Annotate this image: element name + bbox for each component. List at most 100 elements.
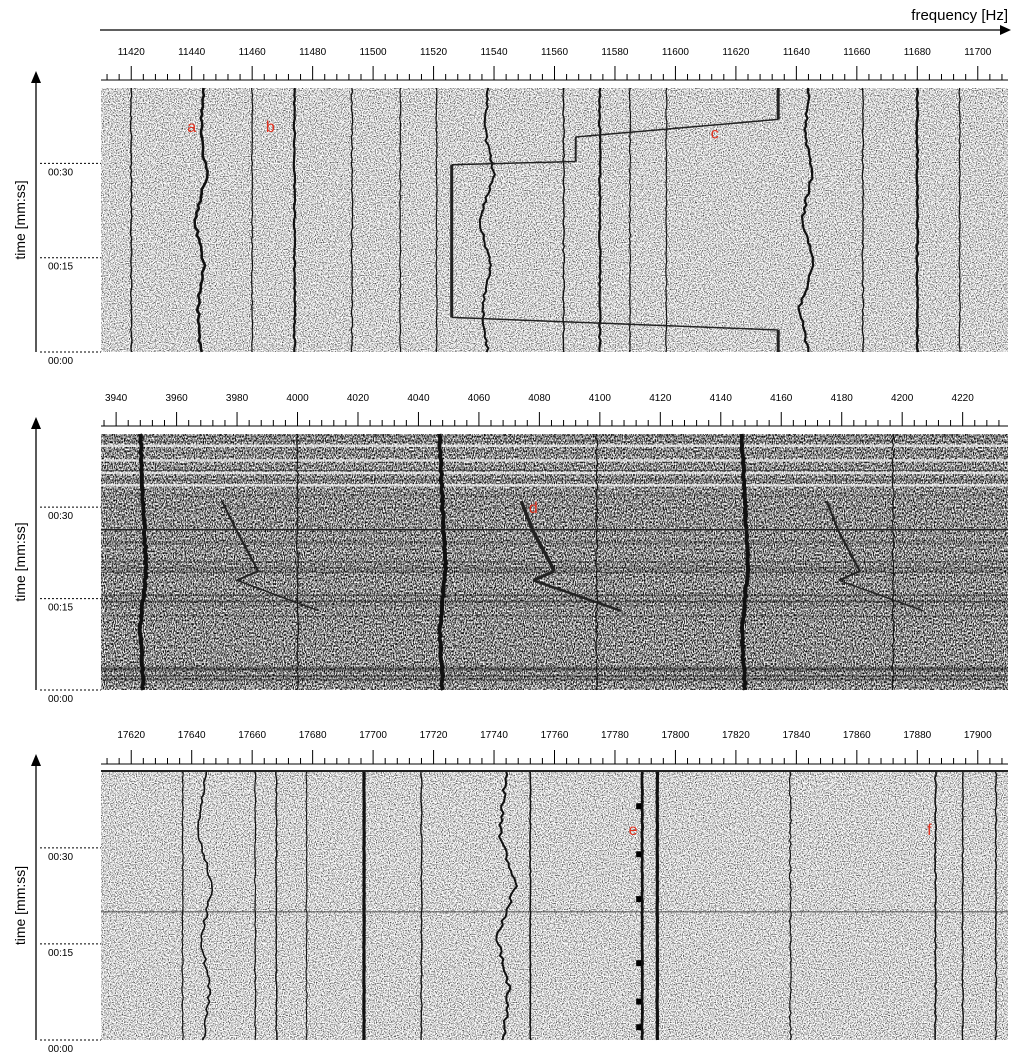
signal-path: [532, 569, 556, 582]
time-axis-label: time [mm:ss]: [12, 522, 28, 601]
signal-trace: [797, 87, 815, 353]
frequency-tick-label: 11640: [783, 47, 811, 58]
frequency-tick-label: 17880: [903, 730, 931, 741]
time-axis-arrow-icon: [31, 417, 41, 429]
signal-path: [220, 500, 260, 572]
panel-noise-texture: [101, 771, 1008, 1040]
frequency-tick-label: 17680: [299, 730, 327, 741]
frequency-tick-label: 11540: [480, 47, 508, 58]
frequency-tick-label: 11500: [360, 47, 388, 58]
signal-trace: [640, 770, 644, 1041]
frequency-tick-label: 17620: [117, 730, 145, 741]
frequency-tick-label: 11660: [843, 47, 871, 58]
signal-trace: [254, 770, 257, 1041]
frequency-tick-label: 17900: [964, 730, 992, 741]
signal-step: [636, 960, 642, 967]
signal-trace: [933, 770, 938, 1041]
frequency-axis-label: frequency [Hz]: [911, 7, 1008, 24]
frequency-axis-arrow-icon: [1000, 25, 1011, 35]
frequency-tick-label: 17740: [480, 730, 508, 741]
frequency-tick-label: 11420: [118, 47, 146, 58]
time-tick-label: 00:15: [48, 948, 73, 959]
frequency-tick-label: 11620: [722, 47, 750, 58]
time-axis-arrow-icon: [31, 71, 41, 83]
frequency-tick-label: 3940: [105, 393, 128, 404]
signal-trace: [137, 433, 149, 691]
frequency-tick-label: 4080: [528, 393, 551, 404]
frequency-tick-label: 17800: [662, 730, 690, 741]
signal-path: [451, 316, 779, 331]
frequency-tick-label: 17660: [238, 730, 266, 741]
signal-path: [451, 160, 576, 166]
annotation-label-b: b: [266, 119, 275, 136]
annotation-label-c: c: [711, 125, 719, 142]
signal-trace: [437, 433, 448, 691]
signal-trace: [193, 87, 209, 353]
frequency-tick-label: 4200: [891, 393, 914, 404]
annotation-label-a: a: [187, 119, 196, 136]
signal-trace: [994, 770, 998, 1041]
frequency-tick-label: 17840: [782, 730, 810, 741]
signal-trace: [861, 87, 865, 353]
frequency-tick-label: 17640: [178, 730, 206, 741]
spectrogram-panel-3: 17620 17640 17660 17680 17700 17720 17740 17760…: [12, 730, 1008, 1055]
time-tick-label: 00:00: [48, 694, 73, 705]
signal-trace: [305, 770, 308, 1041]
frequency-tick-label: 11700: [964, 47, 992, 58]
signal-trace: [529, 770, 532, 1041]
signal-path: [838, 579, 924, 612]
frequency-tick-label: 4140: [710, 393, 733, 404]
signal-trace: [295, 433, 300, 691]
frequency-tick-label: 11580: [601, 47, 629, 58]
signal-trace: [181, 770, 184, 1041]
time-axis-label: time [mm:ss]: [12, 866, 28, 945]
frequency-tick-label: 11520: [420, 47, 448, 58]
annotation-label-d: d: [529, 500, 538, 517]
signal-trace: [292, 88, 297, 352]
signal-trace: [399, 87, 402, 353]
spectrogram-panel-2: 3940 3960 3980 4000 4020 4040 4060 4080 4100 4120…: [12, 393, 1008, 705]
signal-trace: [597, 87, 602, 353]
signal-trace: [129, 87, 133, 353]
signal-trace: [420, 770, 423, 1041]
panel-noise-texture: [101, 88, 1008, 352]
signal-path: [825, 500, 861, 572]
frequency-tick-label: 4120: [649, 393, 672, 404]
signal-trace: [665, 87, 668, 353]
signal-step: [636, 1024, 642, 1031]
frequency-tick-label: 4040: [407, 393, 430, 404]
signal-trace: [478, 87, 496, 353]
time-tick-label: 00:30: [48, 511, 73, 522]
signal-trace: [595, 433, 599, 691]
annotation-label-e: e: [629, 822, 638, 839]
signal-trace: [197, 771, 214, 1041]
time-tick-label: 00:00: [48, 356, 73, 367]
signal-trace: [915, 87, 920, 353]
frequency-tick-label: 4020: [347, 393, 370, 404]
frequency-tick-label: 4160: [770, 393, 793, 404]
signal-step: [636, 803, 642, 810]
signal-path: [236, 579, 319, 612]
frequency-tick-label: 17860: [843, 730, 871, 741]
signal-trace: [495, 770, 518, 1041]
time-tick-label: 00:15: [48, 262, 73, 273]
frequency-tick-label: 17720: [420, 730, 448, 741]
time-tick-label: 00:30: [48, 852, 73, 863]
signal-trace: [350, 87, 354, 353]
frequency-tick-label: 17820: [722, 730, 750, 741]
signal-trace: [739, 433, 751, 691]
signal-trace: [435, 87, 438, 353]
signal-step: [636, 851, 642, 858]
signal-step: [636, 896, 642, 903]
signal-trace: [275, 770, 278, 1041]
signal-path: [575, 118, 779, 138]
frequency-tick-label: 17700: [359, 730, 387, 741]
frequency-tick-label: 3960: [165, 393, 188, 404]
spectrogram-panels: 11420 11440 11460 11480 11500 11520 11540 11560…: [12, 47, 1008, 1055]
time-tick-label: 00:30: [48, 167, 73, 178]
frequency-tick-label: 11600: [662, 47, 690, 58]
frequency-tick-label: 4100: [589, 393, 612, 404]
frequency-tick-label: 17760: [541, 730, 569, 741]
frequency-tick-label: 11560: [541, 47, 569, 58]
